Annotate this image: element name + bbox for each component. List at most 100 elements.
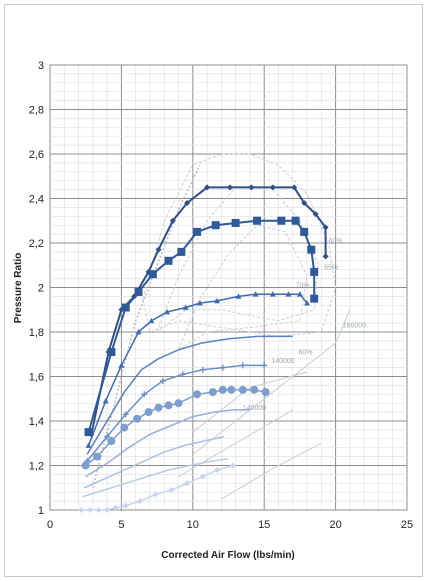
data-point: [196, 300, 203, 306]
data-point: [154, 403, 163, 412]
map-label: 65%: [324, 265, 338, 272]
data-point: [121, 303, 130, 312]
data-point: [118, 362, 125, 368]
data-point: [269, 184, 276, 191]
data-point: [95, 507, 102, 513]
series-line: [86, 335, 293, 455]
series-line: [85, 409, 250, 478]
map-label: 70%: [296, 283, 310, 290]
axes: 0 5 10 15 20 25 1 1,2 1,4 1,6 1,8 2 2,2 2,4 2,6 2,8 3: [29, 60, 413, 531]
data-point: [211, 221, 220, 230]
x-axis-title: Corrected Air Flow (lbs/min): [161, 550, 295, 561]
speed-line: [178, 409, 294, 478]
data-point: [120, 423, 129, 432]
x-tick-label: 5: [118, 519, 124, 531]
data-point: [184, 199, 191, 206]
series-5: [84, 362, 268, 465]
data-point: [227, 385, 236, 394]
x-tick-label: 15: [258, 519, 270, 531]
data-point: [250, 385, 259, 394]
y-tick-label: 1,2: [29, 461, 44, 473]
data-point: [104, 433, 111, 440]
data-point: [261, 388, 270, 397]
data-point: [296, 291, 303, 297]
data-point: [229, 462, 236, 469]
data-point: [155, 246, 162, 253]
data-point: [235, 293, 242, 299]
data-point: [122, 411, 129, 418]
data-point: [159, 377, 166, 384]
data-point: [148, 317, 155, 324]
data-point: [252, 291, 259, 297]
x-tick-label: 20: [329, 519, 341, 531]
data-point: [304, 300, 311, 306]
y-tick-label: 3: [38, 60, 44, 72]
data-point: [199, 366, 206, 373]
data-point: [78, 507, 85, 513]
y-tick-label: 1,6: [29, 372, 44, 384]
efficiency-map-overlay: [92, 153, 351, 500]
data-point: [291, 184, 298, 191]
map-labels: 160000 140000 65% 60% 70% 60% 140000: [243, 238, 366, 412]
data-point: [261, 362, 268, 369]
data-point: [133, 414, 142, 423]
data-point: [238, 385, 247, 394]
y-tick-label: 2,8: [29, 105, 44, 117]
map-label: 140000: [271, 358, 294, 365]
series-line: [85, 389, 266, 467]
x-tick-label: 10: [187, 519, 199, 531]
series-2: [84, 216, 319, 437]
data-point: [122, 502, 129, 509]
data-point: [310, 294, 319, 303]
data-point: [219, 364, 226, 371]
map-label: 140000: [243, 405, 266, 412]
data-point: [322, 253, 329, 260]
data-point: [152, 491, 159, 498]
data-point: [84, 428, 93, 437]
speed-line: [192, 371, 308, 433]
data-point: [179, 371, 186, 378]
data-point: [86, 507, 93, 513]
data-point: [218, 385, 227, 394]
series-6: [81, 385, 270, 470]
data-point: [301, 199, 308, 206]
data-point: [310, 267, 319, 276]
data-point: [193, 227, 202, 236]
series-layer: [78, 184, 329, 513]
data-point: [193, 390, 202, 399]
data-point: [300, 227, 309, 236]
series-line: [83, 435, 225, 489]
data-point: [214, 297, 221, 304]
y-tick-label: 2,2: [29, 238, 44, 250]
series-3: [85, 291, 311, 448]
series-7: [85, 409, 250, 478]
data-point: [81, 461, 90, 470]
series-8: [83, 435, 225, 489]
data-point: [307, 245, 316, 254]
series-9: [82, 458, 229, 498]
data-point: [291, 216, 300, 225]
series-4: [86, 335, 293, 455]
data-point: [164, 308, 171, 315]
data-point: [107, 348, 116, 357]
speed-line: [221, 442, 322, 500]
data-point: [112, 504, 119, 511]
data-point: [253, 216, 262, 225]
map-label: 60%: [298, 349, 312, 356]
efficiency-island: [142, 153, 337, 337]
surge-line: [92, 164, 201, 488]
map-label: 60%: [328, 238, 342, 245]
series-line: [82, 458, 229, 498]
map-label: 160000: [343, 323, 366, 330]
speed-line: [192, 309, 351, 455]
data-point: [184, 480, 191, 487]
data-point: [285, 291, 292, 297]
y-tick-label: 1: [38, 505, 44, 517]
series-10: [78, 462, 236, 513]
data-point: [204, 184, 211, 191]
data-point: [148, 270, 157, 279]
y-tick-label: 1,4: [29, 416, 44, 428]
y-tick-label: 2: [38, 283, 44, 295]
data-point: [107, 437, 116, 446]
